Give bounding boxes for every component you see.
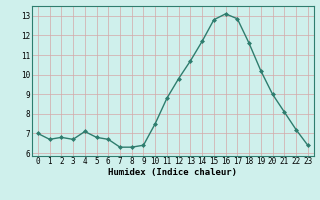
X-axis label: Humidex (Indice chaleur): Humidex (Indice chaleur) xyxy=(108,168,237,177)
